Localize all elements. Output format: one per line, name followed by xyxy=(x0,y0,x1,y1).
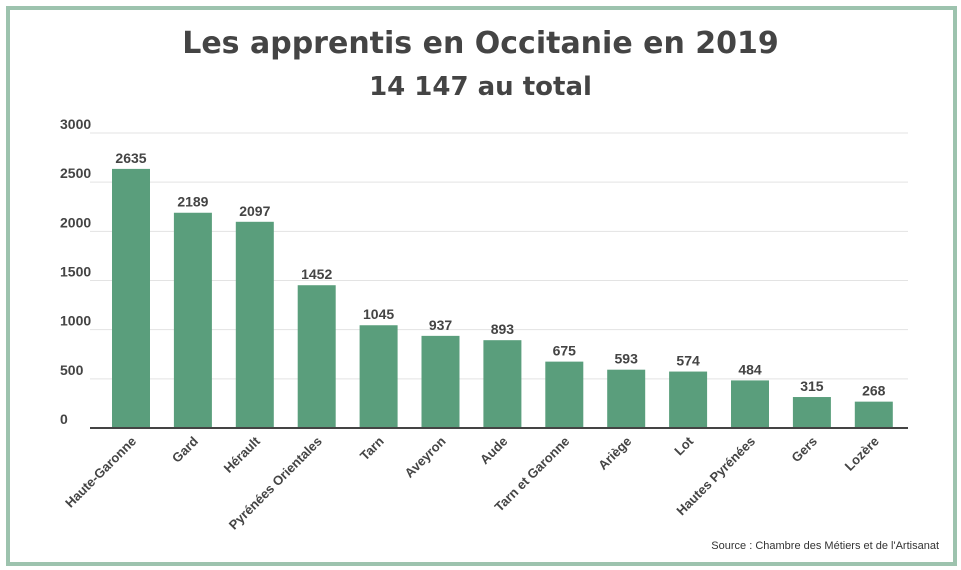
bar xyxy=(607,369,646,428)
bar xyxy=(112,168,150,428)
bar xyxy=(483,340,522,428)
data-label: 2635 xyxy=(115,150,146,166)
source-note: Source : Chambre des Métiers et de l'Art… xyxy=(711,540,939,552)
chart-frame xyxy=(6,6,957,566)
data-label: 484 xyxy=(738,361,762,377)
x-tick-label: Lozère xyxy=(842,434,882,474)
bar xyxy=(235,221,274,428)
data-label: 315 xyxy=(800,378,824,394)
x-tick-label: Aude xyxy=(477,434,511,468)
x-tick-label: Hérault xyxy=(221,433,264,476)
bar xyxy=(854,401,893,428)
bar xyxy=(545,361,584,428)
x-tick-label: Gard xyxy=(169,433,201,465)
x-tick-label: Aveyron xyxy=(402,433,449,480)
y-tick-label: 2500 xyxy=(60,165,91,181)
data-label: 893 xyxy=(491,321,515,337)
bar xyxy=(792,397,831,428)
y-tick-label: 3000 xyxy=(60,116,91,132)
data-label: 268 xyxy=(862,383,886,399)
x-tick-label: Ariège xyxy=(595,434,634,473)
bar xyxy=(731,380,769,428)
bar xyxy=(669,371,708,428)
y-tick-label: 0 xyxy=(60,411,68,427)
y-tick-label: 2000 xyxy=(60,214,91,230)
chart-subtitle: 14 147 au total xyxy=(369,72,592,102)
chart-title: Les apprentis en Occitanie en 2019 xyxy=(182,26,779,61)
y-tick-label: 500 xyxy=(60,362,84,378)
data-label: 2189 xyxy=(177,194,208,210)
x-tick-label: Haute-Garonne xyxy=(62,434,139,511)
bar xyxy=(173,212,212,428)
data-label: 1452 xyxy=(301,266,332,282)
data-label: 937 xyxy=(429,317,453,333)
data-label: 1045 xyxy=(363,306,394,322)
data-label: 675 xyxy=(553,343,577,359)
data-label: 2097 xyxy=(239,203,270,219)
bar xyxy=(359,325,398,428)
bar xyxy=(421,335,460,428)
y-tick-label: 1500 xyxy=(60,264,91,280)
x-tick-label: Gers xyxy=(788,434,820,466)
y-tick-label: 1000 xyxy=(60,313,91,329)
x-tick-label: Lot xyxy=(671,433,696,458)
x-tick-label: Tarn xyxy=(357,433,387,463)
data-label: 593 xyxy=(615,351,639,367)
data-label: 574 xyxy=(676,353,700,369)
bar xyxy=(297,285,336,428)
